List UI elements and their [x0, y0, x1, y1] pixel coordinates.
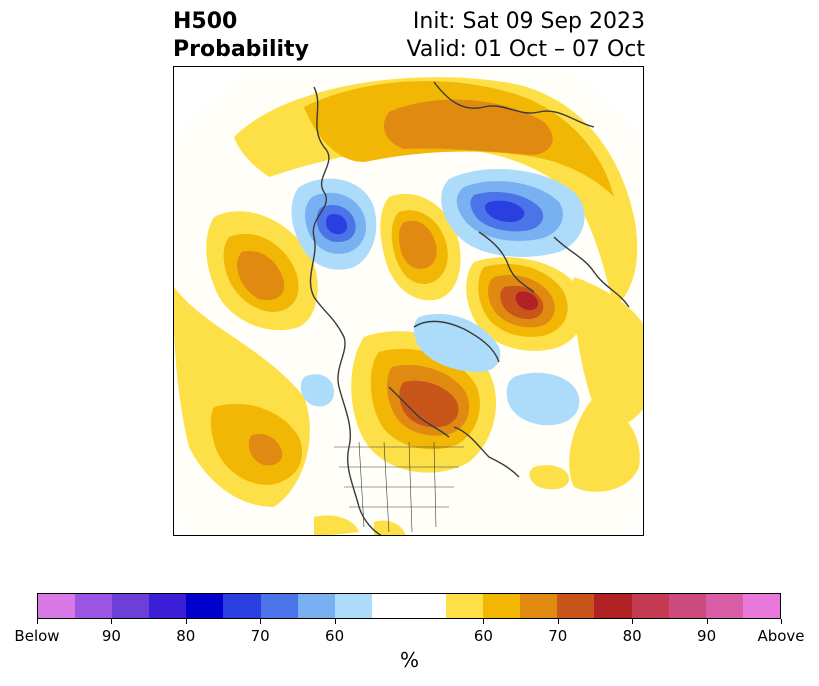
map-canvas — [174, 67, 643, 535]
colorbar-segment — [297, 594, 335, 618]
colorbar-tick-label: Below — [14, 627, 60, 645]
anomaly-subtropics — [314, 465, 569, 535]
colorbar-tick-label: 70 — [548, 627, 568, 645]
colorbar-tick-mark — [557, 619, 559, 624]
colorbar-segment — [446, 594, 484, 618]
colorbar-tick-label: 90 — [697, 627, 717, 645]
probability-map — [173, 66, 644, 536]
colorbar-segment — [520, 594, 558, 618]
colorbar-tick-mark — [632, 619, 634, 624]
colorbar-segment — [557, 594, 595, 618]
colorbar-segment — [260, 594, 298, 618]
anomaly-siberia-negative — [291, 178, 377, 270]
title-line-2: Probability — [173, 37, 309, 62]
anomaly-north-atlantic-negative — [441, 169, 585, 257]
colorbar-segment — [149, 594, 187, 618]
title-line-1: H500 — [173, 9, 238, 34]
colorbar-segment — [223, 594, 261, 618]
colorbar-tick-mark — [260, 619, 262, 624]
coastlines — [309, 81, 630, 535]
colorbar-tick-mark — [111, 619, 113, 624]
colorbar-tick-mark — [706, 619, 708, 624]
date-info: Init: Sat 09 Sep 2023 Valid: 01 Oct – 07… — [407, 8, 645, 64]
colorbar-tick-mark — [781, 619, 782, 624]
colorbar-segment — [75, 594, 113, 618]
colorbar-tick-mark — [37, 619, 38, 624]
colorbar — [37, 593, 781, 619]
colorbar-tick-label: 60 — [325, 627, 345, 645]
colorbar-segment — [483, 594, 521, 618]
anomaly-east-pacific — [174, 287, 310, 507]
anomaly-arctic-center — [380, 193, 461, 301]
anomaly-arctic-arc — [234, 77, 638, 308]
colorbar-segment — [186, 594, 224, 618]
valid-range: Valid: 01 Oct – 07 Oct — [406, 37, 645, 62]
colorbar-segment — [631, 594, 669, 618]
chart-title: H500 Probability — [173, 8, 309, 64]
colorbar-segment — [38, 594, 76, 618]
state-boundaries — [334, 441, 464, 533]
anomaly-europe-positive — [466, 257, 585, 351]
colorbar-segment — [705, 594, 743, 618]
colorbar-segment — [594, 594, 632, 618]
anomaly-hudson-negative — [413, 313, 501, 372]
colorbar-tick-label: 80 — [176, 627, 196, 645]
anomaly-pacific — [206, 211, 318, 331]
colorbar-segment — [112, 594, 150, 618]
colorbar-segment — [334, 594, 372, 618]
colorbar-segment — [668, 594, 706, 618]
init-date: Init: Sat 09 Sep 2023 — [412, 9, 645, 34]
colorbar-tick-label: 60 — [473, 627, 493, 645]
colorbar-tick-label: 90 — [101, 627, 121, 645]
colorbar-tick-mark — [185, 619, 187, 624]
colorbar-tick-label: Above — [757, 627, 805, 645]
anomaly-eurasia-east — [569, 277, 643, 492]
colorbar-tick-label: 80 — [622, 627, 642, 645]
colorbar-unit-label: % — [399, 648, 419, 672]
anomaly-atlantic-negative — [300, 372, 580, 426]
colorbar-segment — [742, 594, 780, 618]
colorbar-tick-label: 70 — [250, 627, 270, 645]
colorbar-segment — [371, 594, 447, 618]
colorbar-tick-mark — [483, 619, 485, 624]
colorbar-tick-mark — [334, 619, 336, 624]
